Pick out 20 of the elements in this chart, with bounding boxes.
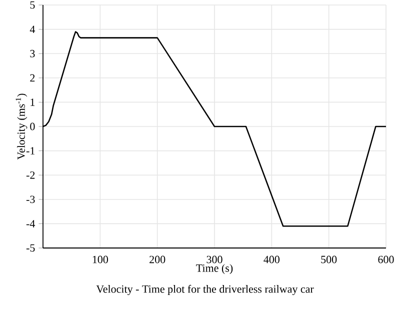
x-tick-label: 200 [150,256,166,264]
y-tick-label: 2 [30,74,35,82]
y-tick-label: -5 [26,244,35,252]
y-tick-label: 3 [30,50,35,58]
x-tick-label: 300 [206,256,222,264]
y-tick-label: 5 [30,1,35,9]
y-tick-label: 4 [30,26,36,33]
x-axis-title: Time (s) [196,264,233,274]
y-tick-label: 0 [30,122,35,130]
x-tick-label: 400 [264,256,280,264]
y-tick-label: -3 [26,196,35,204]
y-tick-label: -4 [26,220,36,228]
x-tick-label: 500 [321,256,337,264]
y-tick-label: -2 [26,171,35,179]
y-tick-label: -1 [26,147,35,154]
text: Velocity - Time plot for the driverless railway car [96,284,314,296]
y-axis-title: Velocity (ms$^{-1}$) [16,94,28,160]
x-tick-label: 600 [378,256,394,264]
x-tick-label: 100 [92,256,108,264]
y-tick-label: 1 [30,98,35,106]
